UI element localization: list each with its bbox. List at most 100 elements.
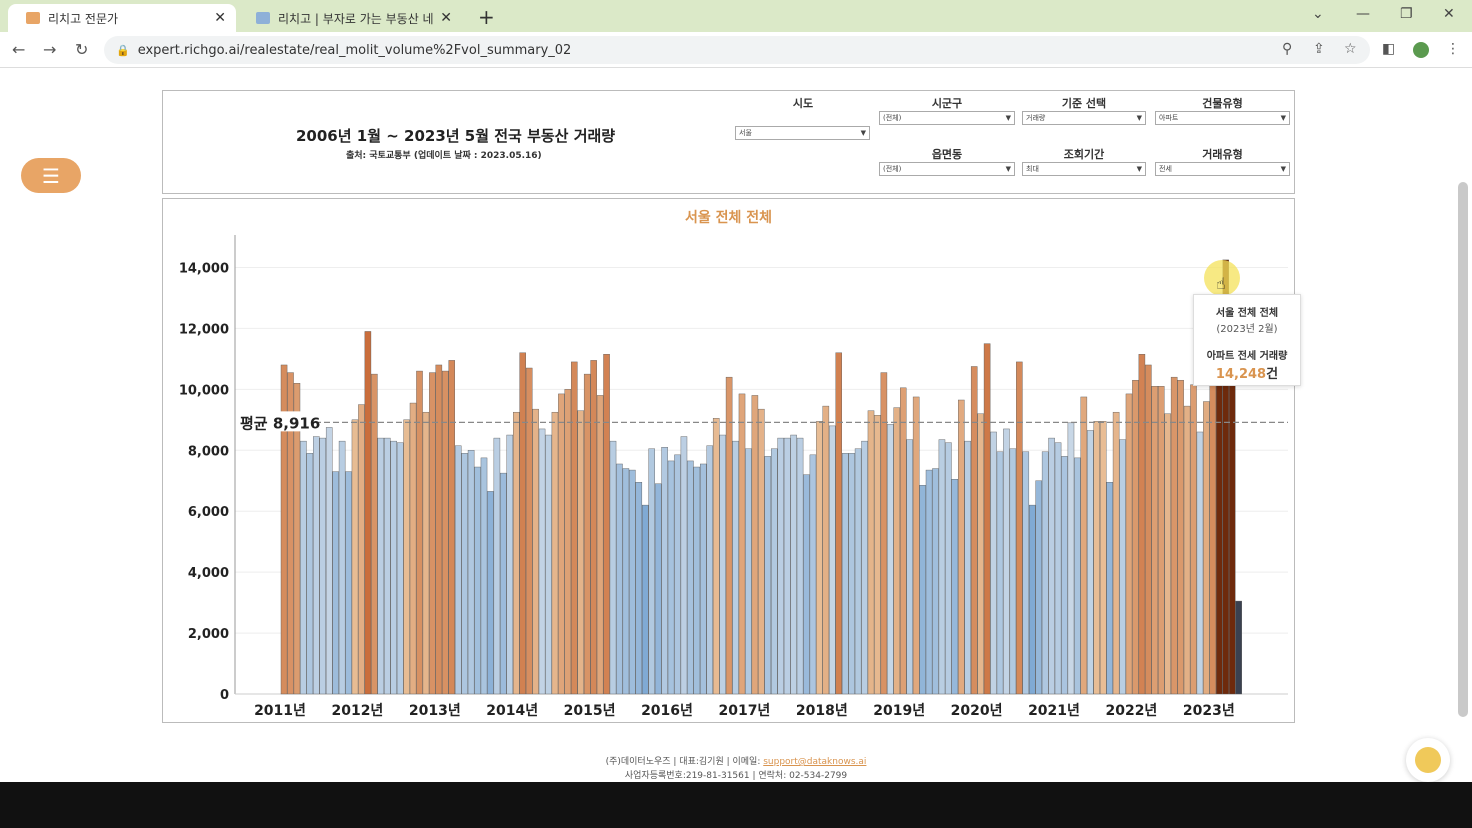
chart-bar[interactable]	[409, 402, 417, 695]
sidepanel-icon[interactable]: ◧	[1382, 41, 1396, 57]
chart-bar[interactable]	[313, 436, 320, 695]
chart-bar[interactable]	[1183, 405, 1191, 695]
close-icon[interactable]: ✕	[440, 10, 452, 26]
chart-bar[interactable]	[480, 457, 488, 695]
chart-bar[interactable]	[1164, 413, 1171, 695]
chart-bar[interactable]	[1054, 442, 1062, 695]
chart-bar[interactable]	[732, 440, 739, 695]
chart-bar[interactable]	[383, 437, 391, 695]
url-input[interactable]: 🔒 expert.richgo.ai/realestate/real_molit…	[104, 36, 1370, 64]
chatbot-button[interactable]	[1406, 738, 1450, 782]
chart-bar[interactable]	[416, 370, 423, 695]
chart-bar[interactable]	[1074, 457, 1081, 695]
kebab-icon[interactable]: ⋮	[1446, 41, 1460, 57]
chart-bar[interactable]	[1112, 411, 1120, 695]
chart-bar[interactable]	[1190, 384, 1197, 695]
chart-bar[interactable]	[1003, 428, 1010, 695]
chart-bar[interactable]	[1158, 386, 1165, 695]
chart-bar[interactable]	[796, 437, 804, 695]
chart-bar[interactable]	[693, 466, 701, 695]
chart-bar[interactable]	[996, 451, 1004, 695]
chart-bar[interactable]	[970, 366, 978, 695]
chart-bar[interactable]	[429, 372, 436, 695]
chart-bar[interactable]	[1106, 482, 1113, 695]
chart-bar[interactable]	[467, 450, 475, 695]
chart-bar[interactable]	[442, 370, 449, 695]
chart-bar[interactable]	[861, 440, 868, 695]
building-select[interactable]: 아파트 ▼	[1155, 111, 1290, 125]
chart-bar[interactable]	[609, 440, 617, 695]
chart-bar[interactable]	[577, 410, 585, 695]
chart-bar[interactable]	[874, 415, 881, 695]
sigungu-select[interactable]: (전체) ▼	[879, 111, 1015, 125]
chart-bar[interactable]	[906, 439, 913, 695]
chart-bar[interactable]	[1087, 430, 1094, 695]
chart-bar[interactable]	[1209, 364, 1217, 695]
chart-bar[interactable]	[545, 434, 552, 695]
chart-bar[interactable]	[777, 437, 784, 695]
period-select[interactable]: 최대 ▼	[1022, 162, 1146, 176]
chart-bar[interactable]	[551, 411, 559, 695]
chart-bar[interactable]	[751, 395, 759, 695]
chart-bar[interactable]	[338, 440, 346, 695]
chart-bar[interactable]	[358, 404, 365, 695]
chart-bar[interactable]	[371, 373, 378, 695]
chart-bar[interactable]	[661, 447, 668, 695]
chart-bar[interactable]	[667, 460, 675, 695]
chart-bar[interactable]	[1177, 379, 1184, 695]
base-select[interactable]: 거래량 ▼	[1022, 111, 1146, 125]
chart-bar[interactable]	[1138, 354, 1146, 695]
zoom-icon[interactable]: ⚲	[1282, 41, 1293, 57]
chart-bar[interactable]	[712, 418, 720, 695]
deal-select[interactable]: 전세 ▼	[1155, 162, 1290, 176]
chart-bar[interactable]	[622, 468, 630, 695]
chart-bar[interactable]	[912, 396, 920, 695]
back-icon[interactable]: ←	[12, 40, 26, 59]
bar-chart[interactable]: 0 2,000 4,000 6,000 8,000 10,000 12,000 14,000 평…	[163, 199, 1294, 722]
chart-bar[interactable]	[558, 393, 565, 695]
chart-bar[interactable]	[790, 434, 797, 695]
chart-bar[interactable]	[596, 395, 604, 695]
reload-icon[interactable]: ↻	[75, 40, 89, 59]
chart-bar[interactable]	[880, 372, 888, 695]
chart-bar[interactable]	[648, 448, 655, 695]
chart-bar[interactable]	[506, 434, 514, 695]
chart-bar[interactable]	[345, 471, 352, 695]
chart-bar[interactable]	[745, 448, 752, 695]
chart-bar[interactable]	[841, 453, 849, 695]
chart-bar[interactable]	[1170, 376, 1178, 695]
chart-bar[interactable]	[1016, 361, 1023, 695]
chart-bar[interactable]	[500, 472, 507, 695]
chart-bar[interactable]	[390, 440, 397, 695]
chart-bar[interactable]	[809, 454, 817, 695]
chart-bar[interactable]	[958, 399, 965, 695]
browser-tab-active[interactable]: 리치고 전문가 ✕	[8, 4, 236, 32]
chart-bar[interactable]	[1029, 504, 1036, 695]
chart-bar[interactable]	[1067, 422, 1075, 695]
chart-bar[interactable]	[835, 352, 843, 695]
chart-bar[interactable]	[519, 352, 526, 695]
chart-bar[interactable]	[674, 454, 681, 695]
chart-bar[interactable]	[829, 425, 836, 695]
chart-bar[interactable]	[629, 469, 636, 695]
chart-bar[interactable]	[925, 469, 933, 695]
chart-bar[interactable]	[493, 437, 501, 695]
chart-bar[interactable]	[1235, 600, 1242, 695]
eupmyeon-select[interactable]: (전체) ▼	[879, 162, 1015, 176]
chart-bar[interactable]	[319, 437, 326, 695]
chart-bar[interactable]	[1119, 439, 1126, 695]
chart-bar[interactable]	[680, 436, 688, 695]
chart-bar[interactable]	[990, 431, 997, 695]
chart-bar[interactable]	[1080, 396, 1088, 695]
chart-bar[interactable]	[1132, 379, 1139, 695]
chart-bar[interactable]	[635, 482, 643, 695]
chart-bar[interactable]	[1203, 401, 1210, 695]
new-tab-icon[interactable]: +	[478, 5, 495, 29]
chart-bar[interactable]	[771, 448, 778, 695]
chart-bar[interactable]	[725, 376, 733, 695]
chart-bar[interactable]	[422, 411, 430, 695]
chart-bar[interactable]	[893, 407, 901, 695]
chart-bar[interactable]	[325, 427, 333, 695]
chart-bar[interactable]	[1022, 451, 1030, 695]
chart-bar[interactable]	[932, 468, 939, 695]
